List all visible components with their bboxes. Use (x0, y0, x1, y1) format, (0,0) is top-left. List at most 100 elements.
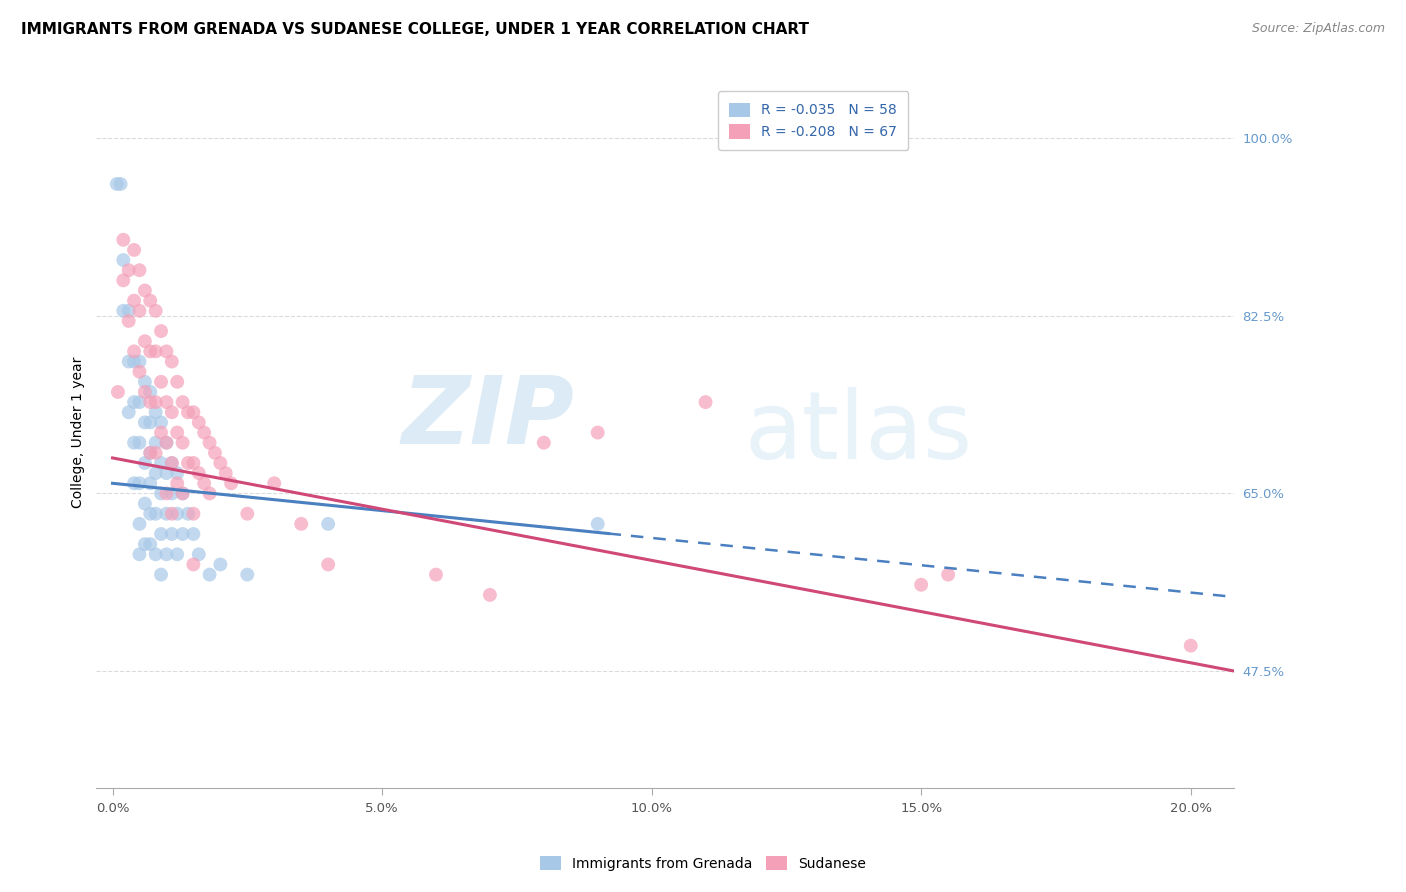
Point (145, 507, 167, 521)
Point (139, 507, 162, 521)
Point (139, 537, 162, 551)
Point (134, 334, 156, 349)
Point (193, 476, 215, 491)
Point (316, 558, 339, 572)
Point (187, 466, 209, 480)
Point (107, 384, 129, 399)
Point (110, 177, 132, 191)
Point (150, 486, 173, 500)
Point (128, 476, 150, 491)
Point (478, 588, 501, 602)
Point (166, 375, 188, 389)
Point (198, 486, 221, 500)
Point (187, 416, 209, 430)
Point (145, 466, 167, 480)
Point (219, 476, 242, 491)
Point (695, 395, 717, 409)
Point (128, 365, 150, 379)
Point (128, 547, 150, 561)
Point (139, 384, 162, 399)
Point (134, 537, 156, 551)
Point (122, 344, 145, 359)
Text: ZIP: ZIP (401, 372, 574, 465)
Point (150, 456, 173, 470)
Point (155, 547, 177, 561)
Point (150, 527, 173, 541)
Point (134, 416, 156, 430)
Point (128, 435, 150, 450)
Point (193, 425, 215, 440)
Point (150, 416, 173, 430)
Legend: Immigrants from Grenada, Sudanese: Immigrants from Grenada, Sudanese (534, 850, 872, 876)
Point (936, 567, 959, 582)
Point (155, 486, 177, 500)
Point (105, 177, 128, 191)
Point (150, 425, 173, 440)
Point (128, 263, 150, 277)
Point (160, 456, 183, 470)
Point (183, 527, 205, 541)
Point (145, 405, 167, 419)
Point (155, 435, 177, 450)
Point (586, 425, 609, 440)
Point (215, 466, 238, 480)
Point (145, 446, 167, 460)
Point (155, 466, 177, 480)
Point (122, 476, 145, 491)
Point (209, 558, 232, 572)
Point (177, 405, 200, 419)
Point (134, 456, 156, 470)
Point (236, 567, 259, 582)
Point (198, 435, 221, 450)
Point (183, 507, 205, 521)
Legend: R = -0.035   N = 58, R = -0.208   N = 67: R = -0.035 N = 58, R = -0.208 N = 67 (718, 92, 908, 150)
Point (166, 507, 188, 521)
Point (139, 416, 162, 430)
Point (139, 395, 162, 409)
Point (134, 497, 156, 511)
Point (145, 395, 167, 409)
Point (172, 395, 194, 409)
Point (425, 567, 447, 582)
Text: IMMIGRANTS FROM GRENADA VS SUDANESE COLLEGE, UNDER 1 YEAR CORRELATION CHART: IMMIGRANTS FROM GRENADA VS SUDANESE COLL… (21, 22, 808, 37)
Point (118, 405, 141, 419)
Point (122, 354, 145, 368)
Point (139, 293, 162, 308)
Point (166, 425, 188, 440)
Point (533, 435, 555, 450)
Point (316, 516, 339, 531)
Point (166, 466, 188, 480)
Point (128, 303, 150, 318)
Point (134, 284, 156, 298)
Point (187, 547, 209, 561)
Point (118, 303, 141, 318)
Point (145, 435, 167, 450)
Point (118, 314, 141, 328)
Point (150, 375, 173, 389)
Point (910, 578, 932, 592)
Point (145, 547, 167, 561)
Point (112, 233, 135, 247)
Point (145, 344, 167, 359)
Point (122, 243, 145, 257)
Point (122, 395, 145, 409)
Point (145, 303, 167, 318)
Point (160, 354, 183, 368)
Point (134, 384, 156, 399)
Point (166, 476, 188, 491)
Point (128, 516, 150, 531)
Point (183, 558, 205, 572)
Point (128, 354, 150, 368)
Point (183, 405, 205, 419)
Point (160, 405, 183, 419)
Point (183, 456, 205, 470)
Point (139, 446, 162, 460)
Point (160, 527, 183, 541)
Point (290, 516, 312, 531)
Point (118, 263, 141, 277)
Point (155, 435, 177, 450)
Point (139, 344, 162, 359)
Point (134, 375, 156, 389)
Point (204, 446, 226, 460)
Point (139, 476, 162, 491)
